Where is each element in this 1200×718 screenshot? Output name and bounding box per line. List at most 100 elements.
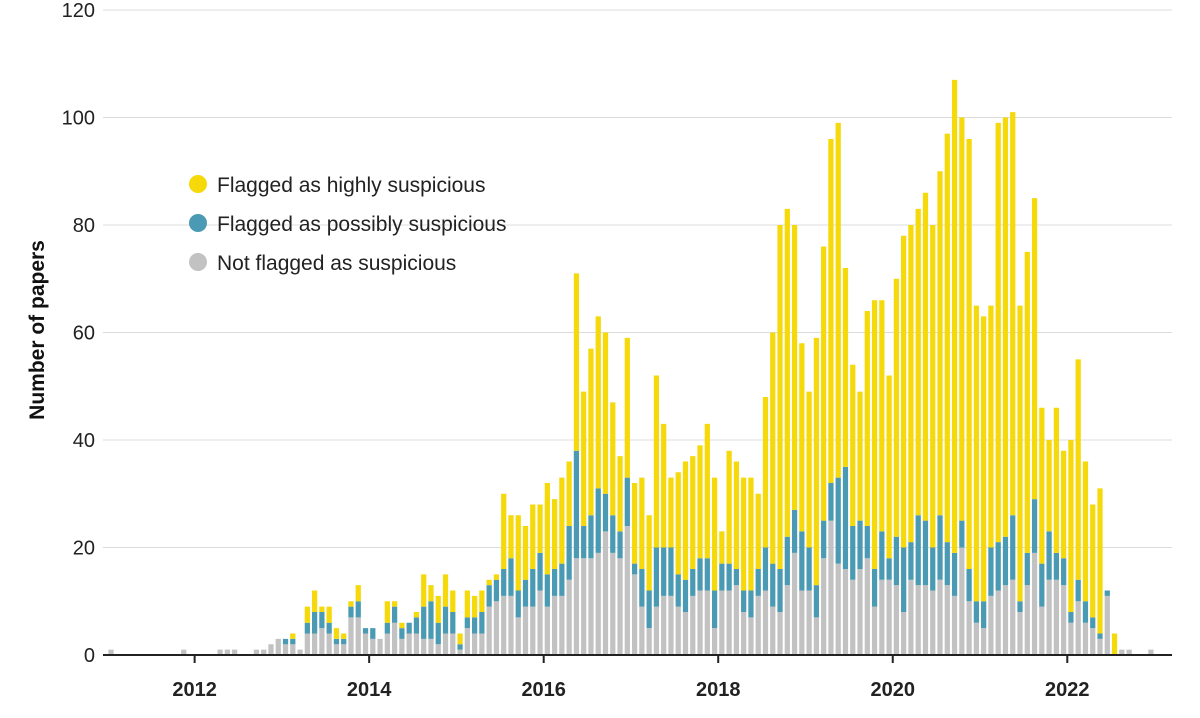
bar-possibly-114 bbox=[937, 515, 943, 580]
bar-not-49 bbox=[464, 628, 470, 656]
bar-possibly-71 bbox=[624, 477, 630, 527]
bar-highly-126 bbox=[1024, 251, 1030, 553]
bar-highly-104 bbox=[864, 311, 870, 526]
bar-not-63 bbox=[566, 579, 572, 655]
bar-not-82 bbox=[704, 590, 710, 655]
bar-possibly-125 bbox=[1017, 601, 1023, 612]
bar-possibly-46 bbox=[442, 606, 449, 634]
bar-not-143 bbox=[1148, 649, 1154, 656]
bar-highly-42 bbox=[413, 612, 420, 618]
bar-possibly-87 bbox=[741, 590, 747, 612]
bar-possibly-73 bbox=[639, 569, 645, 607]
bar-possibly-130 bbox=[1053, 552, 1059, 580]
bar-highly-128 bbox=[1039, 407, 1045, 564]
bar-possibly-69 bbox=[610, 515, 616, 553]
bar-highly-60 bbox=[544, 483, 550, 575]
bar-highly-33 bbox=[348, 601, 354, 607]
bar-not-137 bbox=[1104, 595, 1110, 656]
bar-highly-47 bbox=[450, 590, 456, 612]
bar-not-132 bbox=[1068, 622, 1074, 655]
bar-not-65 bbox=[581, 558, 587, 655]
bar-possibly-95 bbox=[799, 531, 805, 591]
bar-possibly-128 bbox=[1039, 563, 1045, 607]
bar-not-27 bbox=[304, 633, 310, 655]
bar-highly-57 bbox=[522, 526, 529, 580]
gridlines bbox=[103, 9, 1172, 548]
bar-not-36 bbox=[370, 638, 376, 656]
bar-highly-74 bbox=[646, 515, 652, 591]
bar-highly-58 bbox=[530, 504, 536, 569]
bar-not-0 bbox=[108, 649, 114, 656]
y-tick-label-100: 100 bbox=[62, 108, 95, 130]
bar-not-55 bbox=[508, 595, 514, 656]
bar-not-97 bbox=[813, 617, 820, 656]
bar-not-130 bbox=[1053, 579, 1059, 655]
bar-possibly-110 bbox=[908, 542, 914, 580]
bar-not-77 bbox=[668, 595, 674, 656]
bar-possibly-45 bbox=[435, 622, 441, 645]
bar-not-126 bbox=[1024, 585, 1030, 656]
bar-possibly-91 bbox=[770, 563, 776, 607]
bar-highly-134 bbox=[1082, 461, 1089, 602]
bar-highly-120 bbox=[981, 316, 987, 602]
bar-highly-56 bbox=[515, 515, 521, 591]
bar-possibly-92 bbox=[777, 569, 783, 612]
bar-possibly-34 bbox=[355, 601, 361, 618]
bar-highly-64 bbox=[573, 273, 580, 451]
bar-highly-79 bbox=[682, 461, 689, 580]
bar-possibly-58 bbox=[530, 569, 536, 607]
bar-not-37 bbox=[377, 638, 383, 656]
bar-highly-121 bbox=[988, 305, 994, 548]
bar-highly-107 bbox=[886, 375, 892, 559]
bar-highly-46 bbox=[442, 574, 449, 607]
bar-possibly-117 bbox=[959, 520, 965, 548]
bar-possibly-65 bbox=[581, 526, 587, 559]
bar-not-91 bbox=[770, 606, 776, 656]
bar-possibly-27 bbox=[304, 622, 310, 634]
bar-highly-30 bbox=[326, 606, 332, 623]
bar-highly-110 bbox=[908, 225, 914, 543]
bar-not-86 bbox=[733, 585, 740, 656]
bar-possibly-84 bbox=[719, 563, 725, 591]
bar-highly-108 bbox=[893, 278, 900, 537]
y-tick-label-120: 120 bbox=[62, 0, 95, 22]
bar-possibly-67 bbox=[595, 488, 601, 553]
bar-not-46 bbox=[442, 633, 449, 655]
bar-not-127 bbox=[1031, 552, 1038, 656]
bar-highly-83 bbox=[711, 477, 718, 591]
bar-highly-78 bbox=[675, 472, 681, 575]
bar-not-100 bbox=[835, 563, 841, 656]
bar-not-59 bbox=[537, 590, 543, 655]
bar-highly-99 bbox=[828, 139, 834, 483]
bar-not-72 bbox=[631, 574, 638, 656]
bar-not-103 bbox=[857, 569, 863, 655]
bar-not-64 bbox=[573, 558, 580, 655]
bar-not-39 bbox=[391, 622, 398, 655]
legend: Flagged as highly suspicious Flagged as p… bbox=[189, 174, 507, 275]
bar-not-17 bbox=[232, 649, 238, 656]
bar-possibly-111 bbox=[915, 515, 921, 586]
legend-marker-not bbox=[189, 253, 207, 271]
bar-possibly-122 bbox=[995, 542, 1001, 591]
bar-not-51 bbox=[479, 633, 485, 655]
bar-not-125 bbox=[1017, 612, 1023, 655]
bar-possibly-113 bbox=[930, 547, 936, 591]
bar-not-74 bbox=[646, 628, 652, 656]
bar-highly-95 bbox=[799, 343, 805, 532]
bar-highly-91 bbox=[770, 332, 776, 564]
bar-highly-69 bbox=[610, 402, 616, 516]
bar-possibly-70 bbox=[617, 531, 623, 559]
bar-not-92 bbox=[777, 612, 783, 655]
bar-possibly-129 bbox=[1046, 531, 1052, 580]
bar-possibly-120 bbox=[981, 601, 987, 629]
bar-not-70 bbox=[617, 558, 623, 655]
bar-not-120 bbox=[981, 628, 987, 656]
bar-possibly-98 bbox=[821, 520, 827, 559]
bar-possibly-42 bbox=[413, 617, 420, 634]
bar-possibly-61 bbox=[551, 569, 558, 596]
bar-not-89 bbox=[755, 595, 761, 656]
bar-not-108 bbox=[893, 585, 900, 656]
bar-highly-72 bbox=[631, 483, 638, 564]
